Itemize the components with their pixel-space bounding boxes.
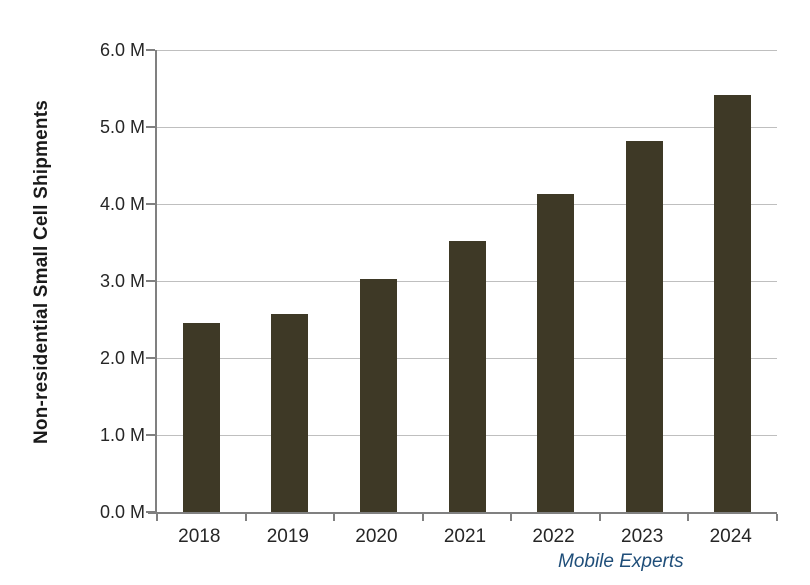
y-axis-tick [146, 357, 155, 359]
bar-2024 [714, 94, 752, 512]
bar-2019 [271, 314, 309, 512]
bar-2021 [448, 240, 486, 512]
gridline [157, 204, 777, 205]
y-axis-tick [146, 203, 155, 205]
y-axis-tick [146, 434, 155, 436]
y-tick-label-0.0-M: 0.0 M [99, 502, 145, 522]
source-credit: Mobile Experts [558, 551, 684, 572]
bar-2020 [359, 278, 397, 512]
x-axis-tick [156, 514, 158, 521]
bar-2018 [182, 323, 220, 512]
x-axis-tick [687, 514, 690, 521]
x-axis-tick [333, 514, 336, 521]
x-tick-label-2021: 2021 [443, 526, 487, 547]
x-axis-left-extension [148, 512, 157, 514]
bar-2022 [537, 194, 575, 512]
x-tick-label-2018: 2018 [178, 526, 221, 547]
gridline [157, 127, 777, 128]
y-tick-label-4.0-M: 4.0 M [99, 194, 145, 214]
x-axis-tick [510, 514, 513, 521]
y-tick-label-6.0-M: 6.0 M [99, 40, 145, 60]
plot-area [146, 49, 778, 521]
x-axis-tick [244, 514, 247, 521]
y-axis-tick [146, 511, 155, 513]
y-tick-label-3.0-M: 3.0 M [99, 271, 145, 291]
x-axis-tick [598, 514, 601, 521]
bar-2023 [625, 140, 663, 512]
y-axis-title: Non-residential Small Cell Shipments [31, 100, 52, 444]
x-axis-tick [776, 514, 778, 521]
x-tick-label-2023: 2023 [621, 526, 664, 547]
gridline [157, 50, 777, 51]
x-tick-label-2019: 2019 [266, 526, 309, 547]
x-tick-label-2022: 2022 [532, 526, 575, 547]
y-axis-tick [146, 49, 155, 51]
x-axis-tick [421, 514, 424, 521]
x-tick-label-2020: 2020 [355, 526, 398, 547]
y-axis-tick [146, 126, 155, 128]
x-tick-label-2024: 2024 [709, 526, 752, 547]
y-tick-label-5.0-M: 5.0 M [99, 117, 145, 137]
y-axis-tick [146, 280, 155, 282]
y-tick-label-2.0-M: 2.0 M [99, 348, 145, 368]
y-tick-label-1.0-M: 1.0 M [99, 425, 145, 445]
